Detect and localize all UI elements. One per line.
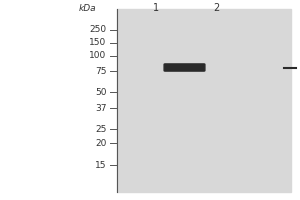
Text: 20: 20 bbox=[95, 139, 106, 148]
Text: 15: 15 bbox=[95, 161, 106, 170]
Text: 250: 250 bbox=[89, 25, 106, 34]
Text: 25: 25 bbox=[95, 125, 106, 134]
Text: 50: 50 bbox=[95, 88, 106, 97]
Bar bbox=[117, 9, 291, 192]
Text: 75: 75 bbox=[95, 67, 106, 76]
Text: kDa: kDa bbox=[78, 4, 96, 13]
Text: 100: 100 bbox=[89, 51, 106, 60]
Text: 2: 2 bbox=[213, 3, 219, 13]
Text: 1: 1 bbox=[153, 3, 159, 13]
Text: 150: 150 bbox=[89, 38, 106, 47]
FancyBboxPatch shape bbox=[164, 64, 205, 71]
Text: 37: 37 bbox=[95, 104, 106, 113]
